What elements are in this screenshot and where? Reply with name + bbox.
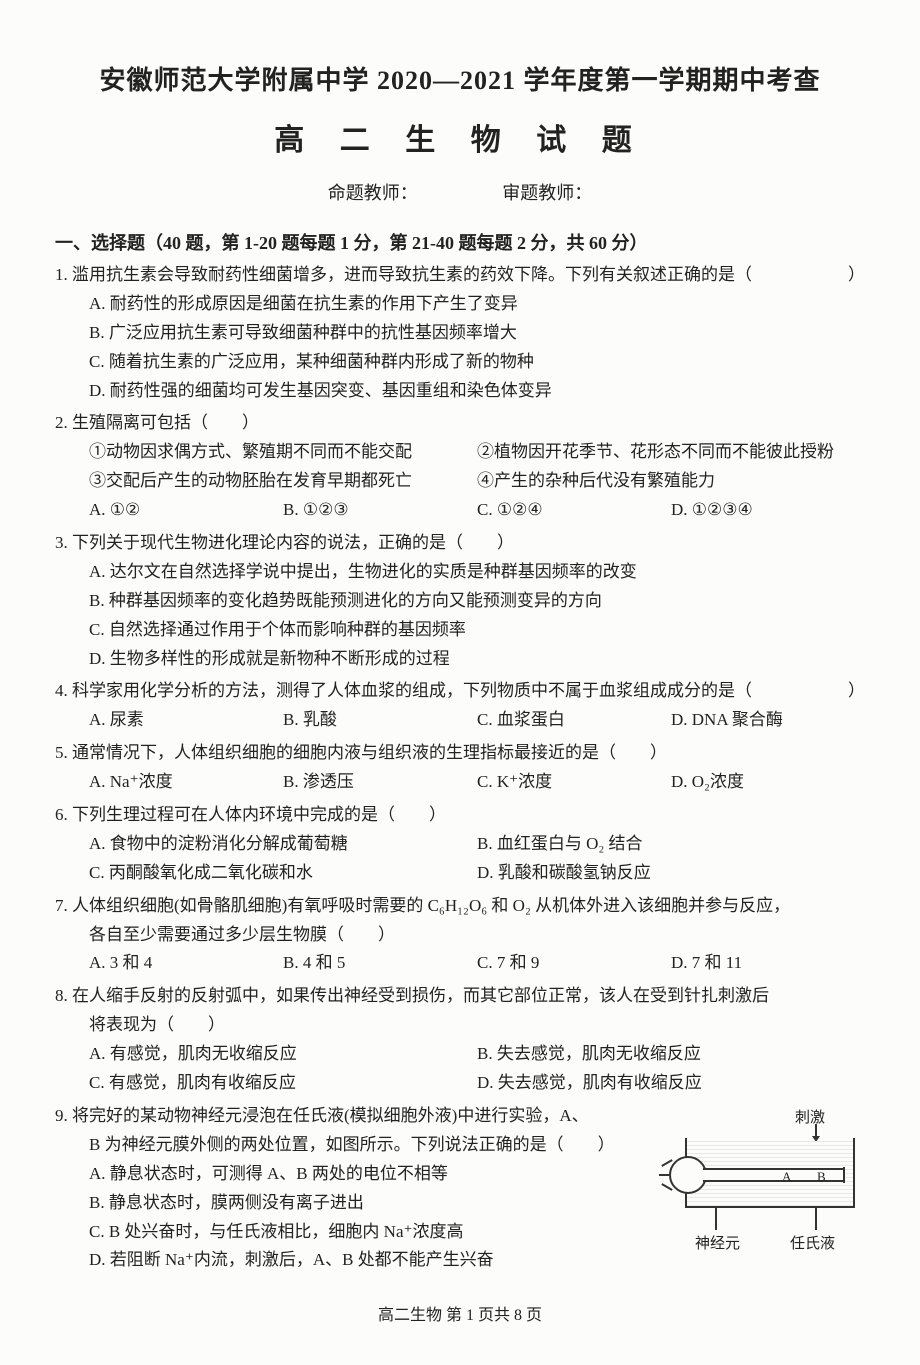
teacher-line: 命题教师： 审题教师： — [55, 179, 865, 205]
leader-line-icon — [815, 1208, 817, 1230]
q1-stem: 1. 滥用抗生素会导致耐药性细菌增多，进而导致抗生素的药效下降。下列有关叙述正确… — [55, 261, 865, 290]
q5-option-b: B. 渗透压 — [283, 768, 477, 797]
q6-stem: 6. 下列生理过程可在人体内环境中完成的是（ ） — [55, 801, 865, 830]
q9-option-d: D. 若阻断 Na⁺内流，刺激后，A、B 处都不能产生兴奋 — [89, 1246, 665, 1275]
q2-item-4: ④产生的杂种后代没有繁殖能力 — [477, 467, 865, 496]
neuron-soma-icon — [669, 1156, 707, 1194]
q2-item-1: ①动物因求偶方式、繁殖期不同而不能交配 — [89, 438, 477, 467]
q1-option-b: B. 广泛应用抗生素可导致细菌种群中的抗性基因频率增大 — [89, 319, 865, 348]
dendrite-icon — [659, 1174, 669, 1176]
q4-stem-text: 4. 科学家用化学分析的方法，测得了人体血浆的组成，下列物质中不属于血浆组成成分… — [55, 681, 752, 700]
q5-option-c: C. K⁺浓度 — [477, 768, 671, 797]
q9-stem-a: 9. 将完好的某动物神经元浸泡在任氏液(模拟细胞外液)中进行实验，A、 — [55, 1102, 665, 1131]
q1-stem-text: 1. 滥用抗生素会导致耐药性细菌增多，进而导致抗生素的药效下降。下列有关叙述正确… — [55, 265, 752, 284]
q4-option-a: A. 尿素 — [89, 706, 283, 735]
question-3: 3. 下列关于现代生物进化理论内容的说法，正确的是（ ） A. 达尔文在自然选择… — [55, 529, 865, 673]
q4-option-d: D. DNA 聚合酶 — [671, 706, 865, 735]
q7-option-d: D. 7 和 11 — [671, 949, 865, 978]
question-8: 8. 在人缩手反射的反射弧中，如果传出神经受到损伤，而其它部位正常，该人在受到针… — [55, 982, 865, 1098]
q8-option-b: B. 失去感觉，肌肉无收缩反应 — [477, 1040, 865, 1069]
sub-title: 高 二 生 物 试 题 — [55, 115, 865, 159]
q9-figure: 刺激 A B 神经元 任氏液 — [675, 1106, 865, 1256]
q1-option-d: D. 耐药性强的细菌均可发生基因突变、基因重组和染色体变异 — [89, 377, 865, 406]
q6-option-d: D. 乳酸和碳酸氢钠反应 — [477, 859, 865, 888]
q4-paren-end: ） — [848, 677, 865, 706]
q2-option-d: D. ①②③④ — [671, 496, 865, 525]
question-6: 6. 下列生理过程可在人体内环境中完成的是（ ） A. 食物中的淀粉消化分解成葡… — [55, 801, 865, 888]
q1-paren-end: ） — [848, 261, 865, 290]
q1-option-c: C. 随着抗生素的广泛应用，某种细菌种群内形成了新的物种 — [89, 348, 865, 377]
q9-option-c: C. B 处兴奋时，与任氏液相比，细胞内 Na⁺浓度高 — [89, 1218, 665, 1247]
q8-stem-a: 8. 在人缩手反射的反射弧中，如果传出神经受到损伤，而其它部位正常，该人在受到针… — [55, 982, 865, 1011]
q7-option-b: B. 4 和 5 — [283, 949, 477, 978]
main-title: 安徽师范大学附属中学 2020—2021 学年度第一学期期中考查 — [55, 60, 865, 97]
q8-option-a: A. 有感觉，肌肉无收缩反应 — [89, 1040, 477, 1069]
q2-item-3: ③交配后产生的动物胚胎在发育早期都死亡 — [89, 467, 477, 496]
q8-stem-b: 将表现为（ ） — [89, 1011, 865, 1040]
q4-stem: 4. 科学家用化学分析的方法，测得了人体血浆的组成，下列物质中不属于血浆组成成分… — [55, 677, 865, 706]
q3-option-b: B. 种群基因频率的变化趋势既能预测进化的方向又能预测变异的方向 — [89, 587, 865, 616]
q8-option-d: D. 失去感觉，肌肉有收缩反应 — [477, 1069, 865, 1098]
question-5: 5. 通常情况下，人体组织细胞的细胞内液与组织液的生理指标最接近的是（ ） A.… — [55, 739, 865, 797]
q7-option-c: C. 7 和 9 — [477, 949, 671, 978]
q5-option-d: D. O₂浓度 — [671, 768, 865, 797]
q6-option-b: B. 血红蛋白与 O₂ 结合 — [477, 830, 865, 859]
question-1: 1. 滥用抗生素会导致耐药性细菌增多，进而导致抗生素的药效下降。下列有关叙述正确… — [55, 261, 865, 405]
q8-option-c: C. 有感觉，肌肉有收缩反应 — [89, 1069, 477, 1098]
proposer-label: 命题教师： — [328, 179, 418, 205]
q3-option-d: D. 生物多样性的形成就是新物种不断形成的过程 — [89, 645, 865, 674]
reviewer-label: 审题教师： — [502, 179, 592, 205]
beaker-icon: A B — [685, 1138, 855, 1208]
q9-fig-solution-label: 任氏液 — [790, 1232, 835, 1258]
q4-option-b: B. 乳酸 — [283, 706, 477, 735]
question-2: 2. 生殖隔离可包括（ ） ①动物因求偶方式、繁殖期不同而不能交配 ②植物因开花… — [55, 409, 865, 525]
q7-stem-b: 各自至少需要通过多少层生物膜（ ） — [89, 921, 865, 950]
q4-option-c: C. 血浆蛋白 — [477, 706, 671, 735]
q5-stem: 5. 通常情况下，人体组织细胞的细胞内液与组织液的生理指标最接近的是（ ） — [55, 739, 865, 768]
q9-stem-b: B 为神经元膜外侧的两处位置，如图所示。下列说法正确的是（ ） — [89, 1131, 665, 1160]
q2-option-b: B. ①②③ — [283, 496, 477, 525]
q7-stem-a: 7. 人体组织细胞(如骨骼肌细胞)有氧呼吸时需要的 C₆H₁₂O₆ 和 O₂ 从… — [55, 892, 865, 921]
arrow-down-icon — [815, 1124, 817, 1138]
q9-option-a: A. 静息状态时，可测得 A、B 两处的电位不相等 — [89, 1160, 665, 1189]
page-footer: 高二生物 第 1 页共 8 页 — [55, 1301, 865, 1325]
q9-fig-b-label: B — [817, 1166, 828, 1188]
q3-option-a: A. 达尔文在自然选择学说中提出，生物进化的实质是种群基因频率的改变 — [89, 558, 865, 587]
q2-option-a: A. ①② — [89, 496, 283, 525]
q6-option-a: A. 食物中的淀粉消化分解成葡萄糖 — [89, 830, 477, 859]
question-4: 4. 科学家用化学分析的方法，测得了人体血浆的组成，下列物质中不属于血浆组成成分… — [55, 677, 865, 735]
q6-option-c: C. 丙酮酸氧化成二氧化碳和水 — [89, 859, 477, 888]
q2-stem: 2. 生殖隔离可包括（ ） — [55, 409, 865, 438]
axon-terminal-icon — [843, 1167, 845, 1183]
section-1-heading: 一、选择题（40 题，第 1-20 题每题 1 分，第 21-40 题每题 2 … — [55, 229, 865, 255]
leader-line-icon — [715, 1208, 717, 1230]
q7-option-a: A. 3 和 4 — [89, 949, 283, 978]
q1-option-a: A. 耐药性的形成原因是细菌在抗生素的作用下产生了变异 — [89, 290, 865, 319]
question-9: 刺激 A B 神经元 任氏液 9. 将完好的某动物神经元浸泡在任氏液(模拟细胞外… — [55, 1102, 865, 1275]
q5-option-a: A. Na⁺浓度 — [89, 768, 283, 797]
q2-option-c: C. ①②④ — [477, 496, 671, 525]
q3-option-c: C. 自然选择通过作用于个体而影响种群的基因频率 — [89, 616, 865, 645]
q3-stem: 3. 下列关于现代生物进化理论内容的说法，正确的是（ ） — [55, 529, 865, 558]
q9-fig-stim-label: 刺激 — [795, 1106, 825, 1132]
q9-fig-neuron-label: 神经元 — [695, 1232, 740, 1258]
q9-option-b: B. 静息状态时，膜两侧没有离子进出 — [89, 1189, 665, 1218]
question-7: 7. 人体组织细胞(如骨骼肌细胞)有氧呼吸时需要的 C₆H₁₂O₆ 和 O₂ 从… — [55, 892, 865, 979]
q9-fig-a-label: A — [782, 1166, 793, 1188]
exam-page: 安徽师范大学附属中学 2020—2021 学年度第一学期期中考查 高 二 生 物… — [0, 0, 920, 1365]
q2-item-2: ②植物因开花季节、花形态不同而不能彼此授粉 — [477, 438, 865, 467]
